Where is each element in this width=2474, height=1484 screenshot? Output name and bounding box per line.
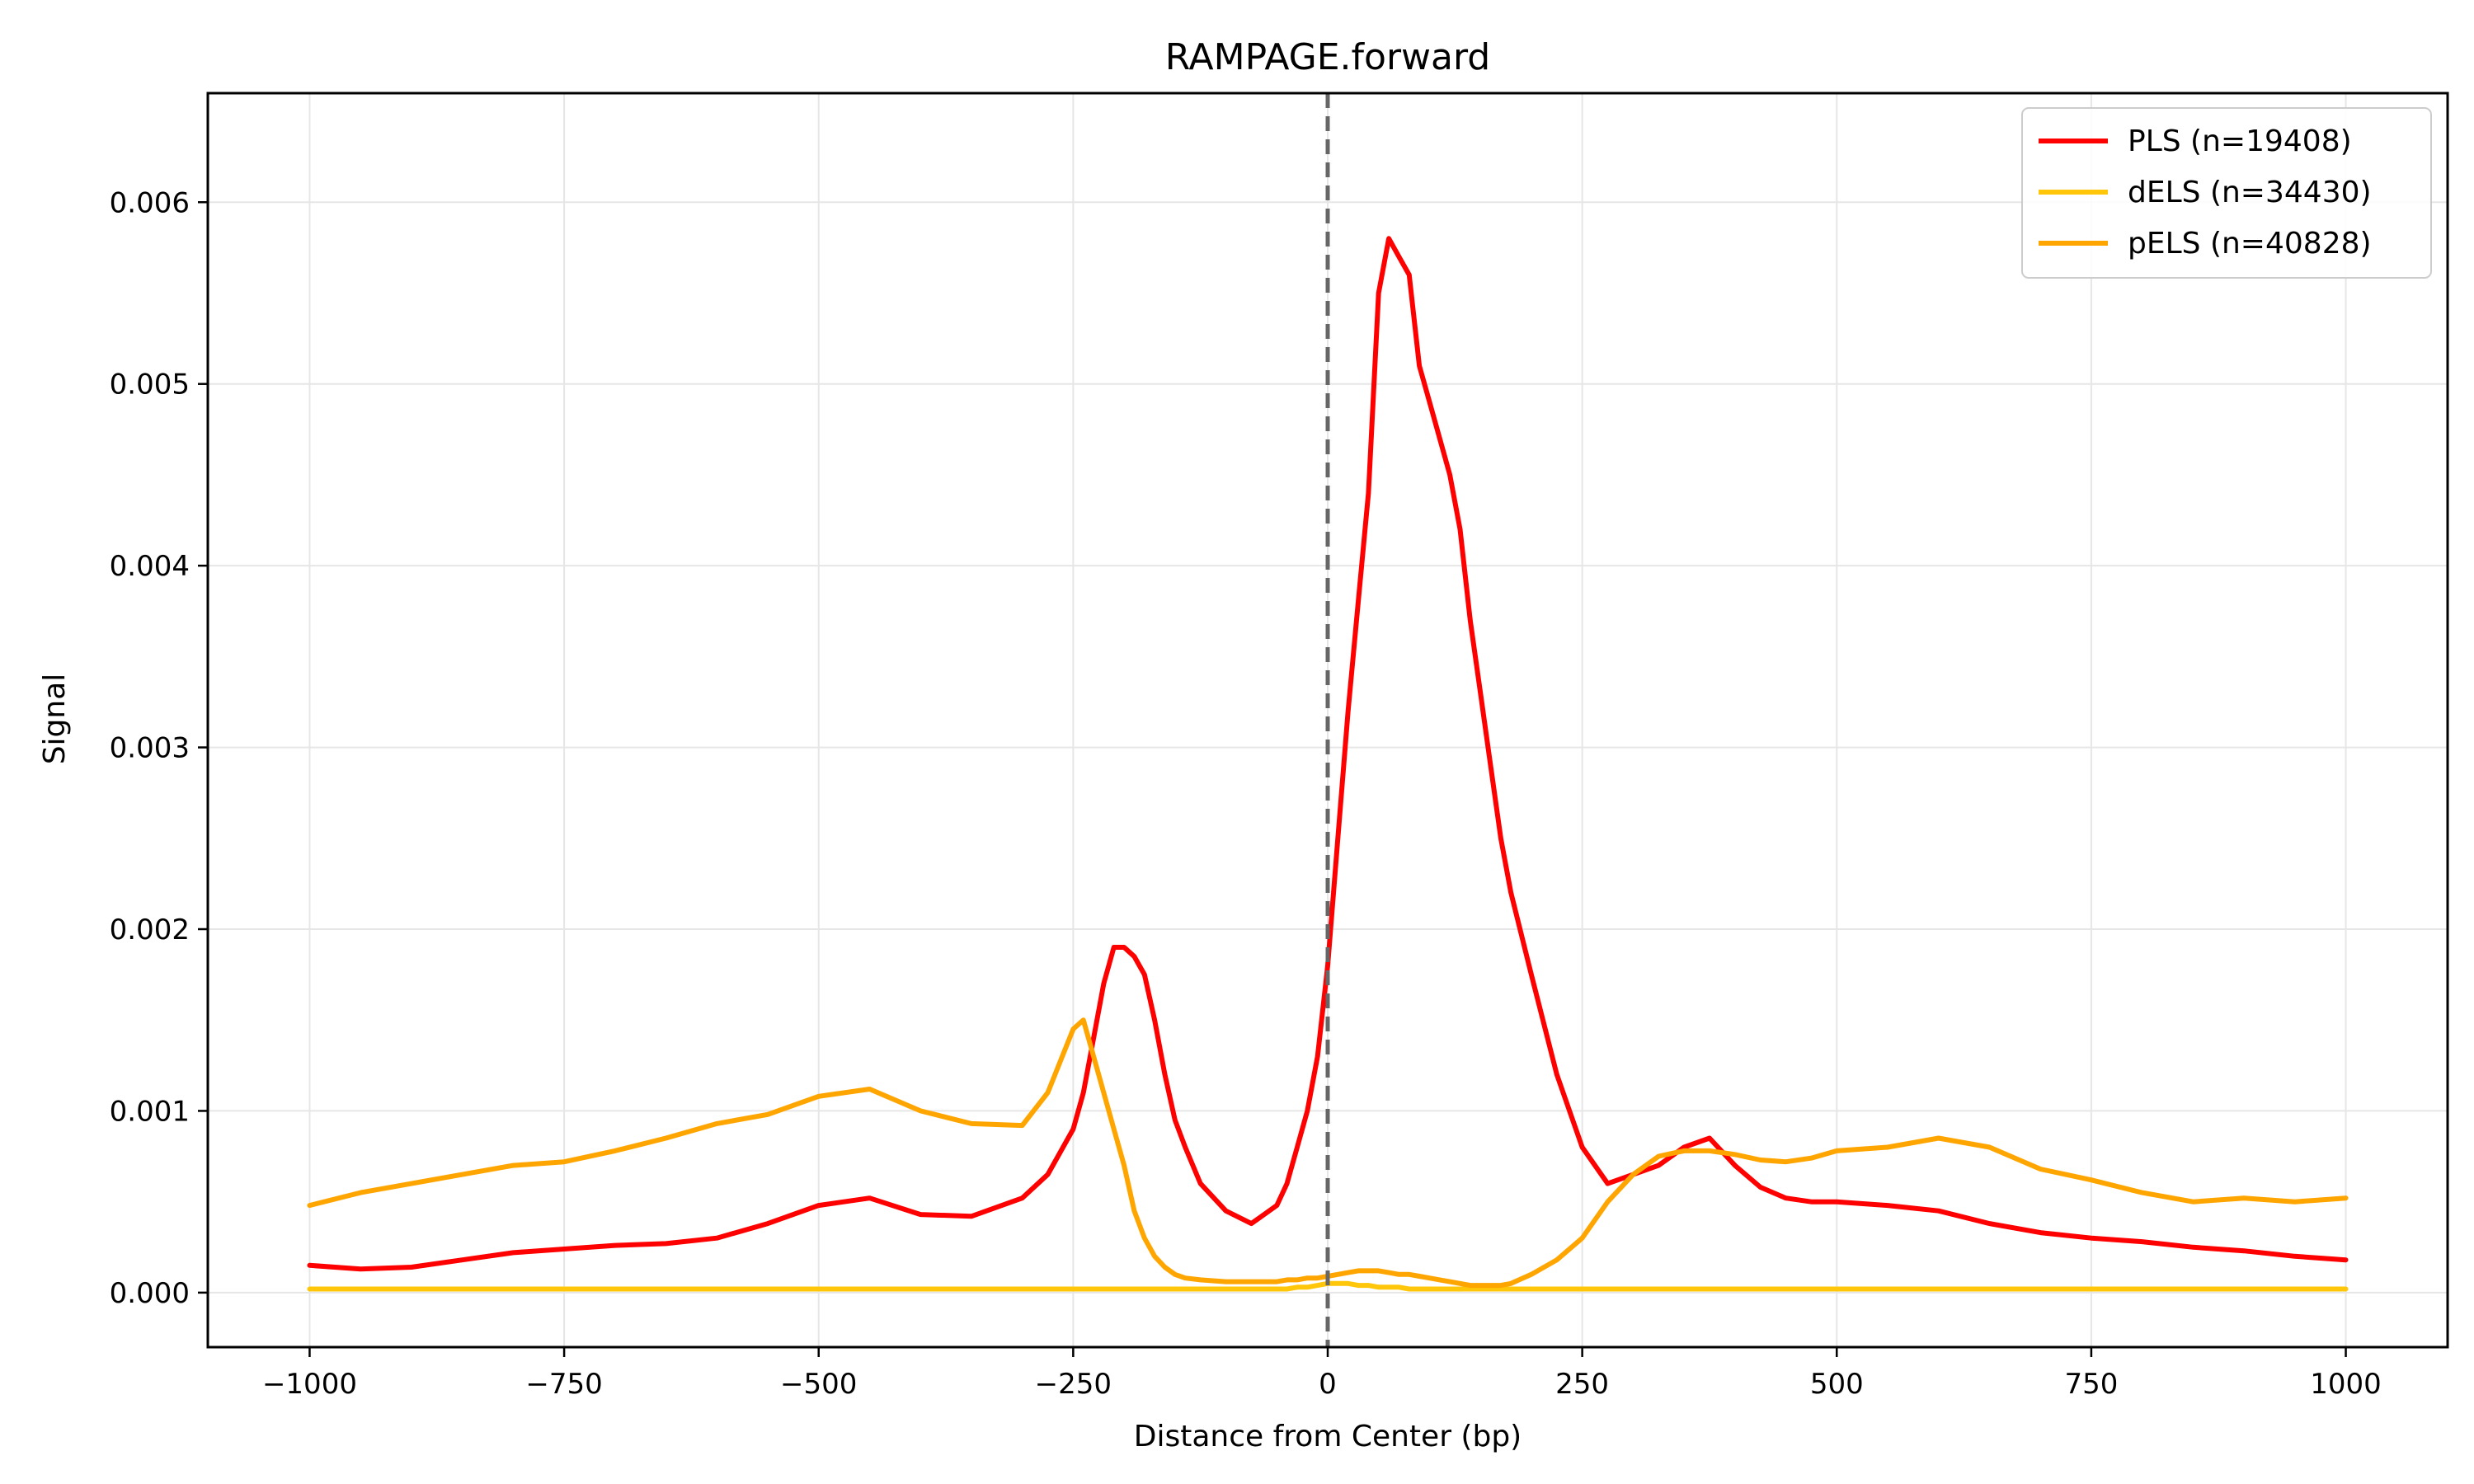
series-line-1 — [307, 1280, 2349, 1292]
legend-label: dELS (n=34430) — [2128, 176, 2372, 209]
x-tick-label: 750 — [2064, 1368, 2118, 1401]
series-line-2 — [307, 1017, 2349, 1289]
legend-label: PLS (n=19408) — [2128, 124, 2352, 158]
x-tick-label: 1000 — [2310, 1368, 2382, 1401]
x-tick-label: −250 — [1035, 1368, 1112, 1401]
x-axis-label: Distance from Center (bp) — [1134, 1420, 1522, 1453]
legend: PLS (n=19408) dELS (n=34430) pELS (n=40828… — [2021, 107, 2432, 279]
y-axis: 0.000 0.001 0.002 0.003 0.004 0.005 0.006 — [110, 186, 208, 1310]
y-tick-label: 0.002 — [110, 913, 190, 946]
x-axis: −1000 −750 −500 −250 0 250 500 750 1000 — [262, 1347, 2382, 1401]
y-axis-label: Signal — [38, 674, 72, 765]
series-layer — [307, 236, 2349, 1292]
y-tick-label: 0.006 — [110, 186, 190, 219]
x-tick-label: 0 — [1319, 1368, 1337, 1401]
y-tick-label: 0.004 — [110, 550, 190, 583]
x-tick-label: −500 — [780, 1368, 857, 1401]
y-tick-label: 0.003 — [110, 732, 190, 765]
x-tick-label: −750 — [525, 1368, 602, 1401]
y-tick-label: 0.005 — [110, 369, 190, 402]
x-tick-label: 250 — [1555, 1368, 1609, 1401]
chart-title: RAMPAGE.forward — [1165, 36, 1490, 78]
y-tick-label: 0.001 — [110, 1095, 190, 1128]
legend-label: pELS (n=40828) — [2128, 227, 2372, 261]
x-tick-label: −1000 — [262, 1368, 357, 1401]
y-tick-label: 0.000 — [110, 1277, 190, 1310]
legend-box — [2021, 107, 2432, 279]
series-line-0 — [307, 236, 2349, 1272]
x-tick-label: 500 — [1810, 1368, 1864, 1401]
